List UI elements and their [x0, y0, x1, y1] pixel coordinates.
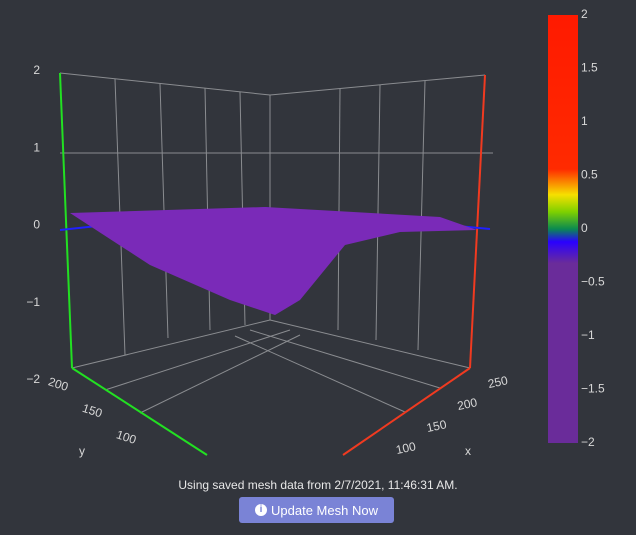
- colorbar-tick-label: −2: [581, 435, 595, 449]
- colorbar-tick-label: 0: [581, 221, 588, 235]
- info-icon: i: [255, 504, 268, 516]
- y-tick-label: 100: [115, 427, 139, 447]
- x-tick-label: 250: [487, 373, 510, 391]
- status-text: Using saved mesh data from 2/7/2021, 11:…: [178, 478, 458, 492]
- button-label: Update Mesh Now: [271, 502, 378, 518]
- colorbar-tick-label: −0.5: [581, 275, 605, 289]
- colorbar-tick-label: 2: [581, 7, 588, 21]
- x-axis-title: x: [465, 444, 471, 458]
- z-tick-label: −1: [26, 295, 40, 309]
- x-tick-label: 200: [456, 395, 479, 413]
- x-tick-label: 100: [395, 439, 418, 457]
- colorbar: [548, 15, 578, 443]
- y-tick-label: 150: [81, 401, 105, 421]
- y-tick-label: 200: [47, 374, 71, 394]
- surface: [70, 207, 477, 315]
- colorbar-tick-label: 0.5: [581, 168, 598, 182]
- z-tick-label: 1: [33, 140, 40, 154]
- update-button[interactable]: i Update Mesh Now: [239, 497, 394, 523]
- x-tick-label: 150: [425, 417, 448, 435]
- colorbar-tick-label: 1: [581, 114, 588, 128]
- z-tick-label: −2: [26, 372, 40, 386]
- colorbar-tick-label: −1: [581, 328, 595, 342]
- plot: 2 1 0 −1 −2 250 200 150 100 x 200 150 100 y 2 1.5 1 0.5 0 −…: [26, 7, 605, 458]
- colorbar-tick-label: −1.5: [581, 382, 605, 396]
- z-tick-label: 2: [33, 63, 40, 77]
- colorbar-tick-label: 1.5: [581, 61, 598, 75]
- z-tick-label: 0: [33, 218, 40, 232]
- y-axis-title: y: [79, 444, 85, 458]
